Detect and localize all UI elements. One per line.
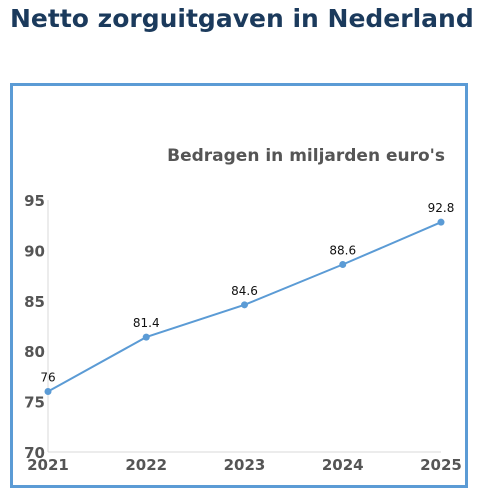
x-axis-ticks: 2021 2022 2023 2024 2025 — [27, 456, 462, 474]
chart-subtitle: Bedragen in miljarden euro's — [167, 146, 445, 166]
y-tick-label: 85 — [24, 293, 45, 311]
y-tick-label: 80 — [24, 343, 45, 361]
data-point — [437, 218, 445, 226]
data-point — [142, 333, 150, 341]
x-tick-label: 2024 — [322, 456, 364, 474]
data-label: 92.8 — [428, 201, 455, 215]
page-title: Netto zorguitgaven in Nederland — [10, 4, 474, 33]
x-tick-label: 2021 — [27, 456, 69, 474]
y-tick-label: 70 — [24, 444, 45, 462]
data-label: 81.4 — [133, 316, 160, 330]
y-tick-label: 75 — [24, 394, 45, 412]
x-tick-label: 2023 — [224, 456, 266, 474]
x-tick-label: 2025 — [420, 456, 462, 474]
data-label: 76 — [40, 371, 55, 385]
y-tick-label: 90 — [24, 242, 45, 260]
data-point — [241, 301, 248, 309]
data-point — [44, 388, 52, 396]
y-axis-ticks: 70 75 80 85 90 95 — [24, 192, 45, 462]
chart-frame — [10, 83, 468, 488]
data-label: 88.6 — [329, 244, 356, 258]
data-label: 84.6 — [231, 284, 258, 298]
data-point — [339, 261, 347, 269]
series-group — [44, 218, 445, 396]
data-labels: 76 81.4 84.6 88.6 92.8 — [40, 201, 454, 384]
y-tick-label: 95 — [24, 192, 45, 210]
axes — [47, 200, 441, 453]
x-tick-label: 2022 — [125, 456, 167, 474]
